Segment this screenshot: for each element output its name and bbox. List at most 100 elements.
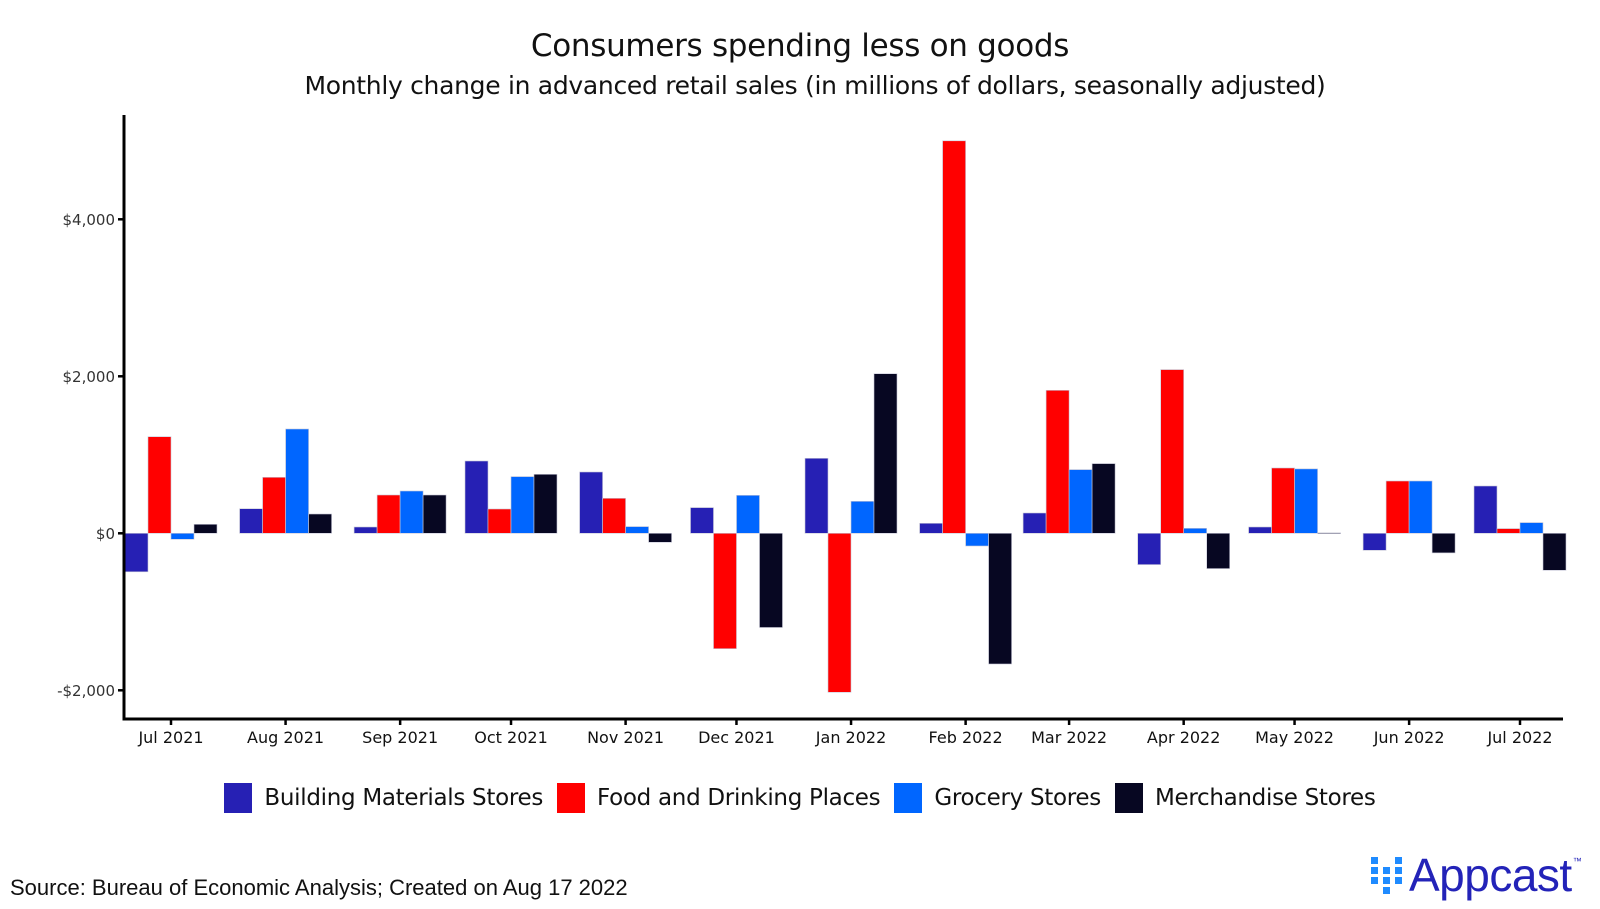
x-tick-label: Dec 2021 (698, 728, 775, 747)
x-tick-label: Feb 2022 (929, 728, 1003, 747)
x-tick-label: Jul 2021 (137, 728, 203, 747)
bar-group (690, 494, 783, 649)
x-tick-label: Aug 2021 (247, 728, 324, 747)
bar-building-materials-stores (804, 457, 829, 534)
bar-merchandise-stores (193, 523, 218, 534)
bar-food-and-drinking-places (1160, 369, 1184, 534)
legend-swatch (1114, 783, 1143, 813)
bar-food-and-drinking-places (827, 532, 852, 693)
bar-grocery-stores (1294, 468, 1318, 534)
legend-item: Building Materials Stores (224, 783, 543, 813)
bar-merchandise-stores (1542, 532, 1567, 571)
bar-food-and-drinking-places (713, 532, 737, 649)
bar-building-materials-stores (239, 508, 263, 534)
x-tick-label: Nov 2021 (587, 728, 664, 747)
bar-building-materials-stores (124, 532, 149, 573)
x-tick-label: Jul 2022 (1486, 728, 1552, 747)
bar-grocery-stores (965, 532, 989, 547)
trademark-symbol: ™ (1572, 856, 1582, 866)
bar-merchandise-stores (1317, 532, 1341, 535)
bar-building-materials-stores (353, 526, 378, 534)
y-tick-label: $2,000 (63, 368, 116, 386)
bar-food-and-drinking-places (1496, 528, 1521, 534)
bar-building-materials-stores (1248, 526, 1272, 534)
brand-name: Appcast (1409, 849, 1572, 901)
appcast-logo: Appcast ™ (1371, 852, 1582, 898)
bar-building-materials-stores (579, 471, 603, 534)
bar-merchandise-stores (873, 373, 898, 534)
bar-group (353, 490, 447, 534)
bar-building-materials-stores (1473, 485, 1498, 534)
y-tick-label: $0 (96, 525, 115, 543)
bar-group (124, 436, 218, 573)
legend-label: Grocery Stores (934, 785, 1101, 811)
bar-merchandise-stores (308, 513, 332, 534)
bar-grocery-stores (170, 532, 195, 540)
x-tick-label: Apr 2022 (1147, 728, 1220, 747)
bar-grocery-stores (850, 500, 875, 534)
x-tick-label: Mar 2022 (1031, 728, 1107, 747)
legend: Building Materials Stores Food and Drinki… (0, 783, 1600, 813)
bar-building-materials-stores (1022, 512, 1047, 534)
legend-item: Food and Drinking Places (557, 783, 881, 813)
legend-swatch (224, 783, 253, 813)
bar-merchandise-stores (1206, 532, 1230, 569)
source-note: Source: Bureau of Economic Analysis; Cre… (10, 875, 628, 900)
bar-merchandise-stores (648, 532, 672, 543)
bar-grocery-stores (625, 526, 649, 534)
bar-food-and-drinking-places (1271, 467, 1295, 534)
legend-label: Merchandise Stores (1154, 785, 1376, 811)
bar-food-and-drinking-places (942, 140, 966, 534)
bar-grocery-stores (510, 476, 535, 534)
bar-building-materials-stores (1137, 532, 1161, 565)
bar-food-and-drinking-places (1385, 480, 1410, 534)
bar-group (1248, 467, 1341, 535)
bar-grocery-stores (399, 490, 424, 534)
x-tick-label: May 2022 (1255, 728, 1334, 747)
bar-food-and-drinking-places (376, 494, 401, 534)
bar-group (804, 373, 898, 693)
bar-grocery-stores (736, 494, 760, 534)
legend-swatch (557, 783, 586, 813)
bar-food-and-drinking-places (147, 436, 172, 534)
bar-group (1362, 480, 1456, 554)
legend-item: Grocery Stores (894, 783, 1101, 813)
bar-merchandise-stores (533, 473, 558, 534)
bar-food-and-drinking-places (262, 476, 286, 534)
legend-swatch (894, 783, 923, 813)
bar-merchandise-stores (1091, 463, 1116, 534)
x-tick-label: Jan 2022 (815, 728, 886, 747)
bar-group (464, 460, 558, 534)
bar-food-and-drinking-places (1045, 389, 1070, 534)
bar-group (919, 140, 1012, 665)
bar-grocery-stores (285, 428, 309, 534)
x-tick-label: Oct 2021 (474, 728, 547, 747)
chart-subtitle: Monthly change in advanced retail sales … (304, 71, 1326, 100)
bar-group (239, 428, 332, 534)
bar-grocery-stores (1068, 469, 1093, 534)
chart-title: Consumers spending less on goods (530, 28, 1070, 64)
legend-item: Merchandise Stores (1114, 783, 1376, 813)
x-tick-label: Sep 2021 (362, 728, 438, 747)
appcast-logo-icon (1371, 856, 1403, 894)
bar-building-materials-stores (690, 507, 714, 534)
y-tick-label: -$2,000 (57, 682, 115, 700)
bar-building-materials-stores (919, 522, 943, 534)
bar-merchandise-stores (759, 532, 783, 628)
legend-label: Food and Drinking Places (597, 785, 881, 811)
bar-merchandise-stores (1431, 532, 1456, 554)
bar-group (1137, 369, 1230, 569)
bar-merchandise-stores (988, 532, 1012, 665)
bar-group (579, 471, 672, 543)
bars-layer (124, 140, 1567, 693)
bar-group (1473, 485, 1567, 571)
y-tick-label: $4,000 (63, 211, 116, 229)
bar-group (1022, 389, 1116, 534)
bar-food-and-drinking-places (487, 508, 512, 534)
bar-food-and-drinking-places (602, 497, 626, 534)
legend-label: Building Materials Stores (264, 785, 544, 811)
bar-grocery-stores (1519, 522, 1544, 534)
bar-building-materials-stores (1362, 532, 1387, 551)
bar-merchandise-stores (422, 494, 447, 534)
